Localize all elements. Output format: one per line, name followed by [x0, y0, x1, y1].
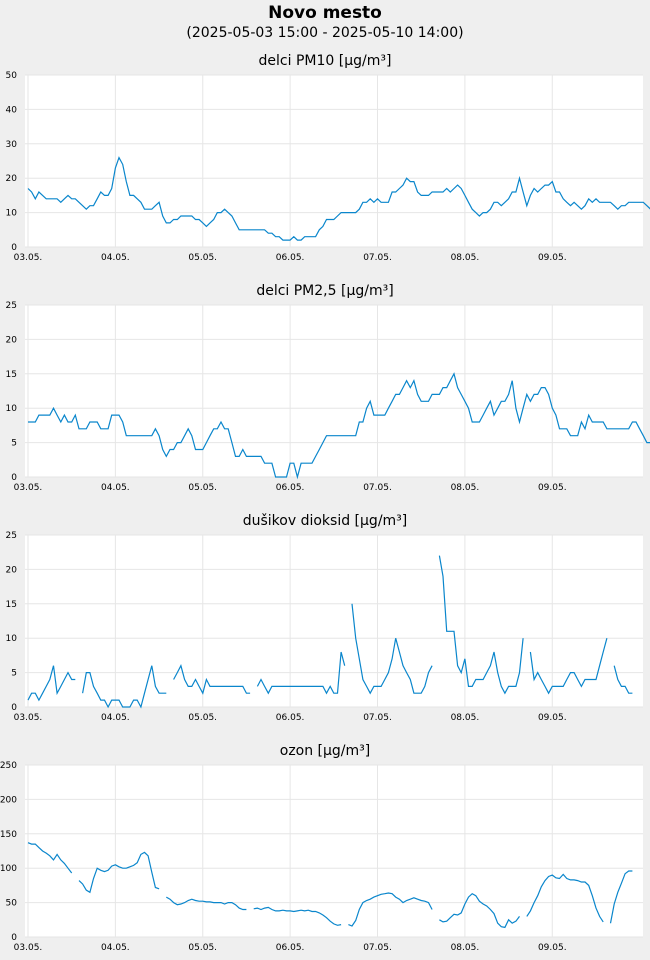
x-tick-label: 07.05.	[363, 943, 392, 953]
x-tick-label: 07.05.	[363, 713, 392, 723]
x-tick-label: 07.05.	[363, 483, 392, 493]
y-tick-label: 40	[6, 105, 18, 115]
y-tick-label: 15	[6, 600, 17, 610]
y-tick-label: 20	[6, 565, 18, 575]
series-line-1	[27, 842, 73, 874]
y-tick-label: 0	[11, 703, 17, 713]
series-line-1	[28, 372, 650, 480]
series-line-1	[27, 665, 76, 702]
chart-4: ozon [µg/m³] 0 50 100 150 200 250 03.05. 04.05. 0…	[0, 743, 643, 953]
y-tick-label: 10	[6, 209, 18, 219]
series-line-8	[613, 665, 633, 694]
y-tick-label: 0	[11, 473, 17, 483]
series-line-4	[253, 906, 342, 926]
y-tick-label: 20	[6, 174, 18, 184]
x-tick-label: 03.05.	[14, 253, 43, 263]
y-tick-label: 30	[6, 140, 18, 150]
plot-area	[25, 75, 643, 247]
y-tick-label: 250	[0, 761, 17, 771]
series-line-5	[348, 892, 433, 927]
x-tick-label: 05.05.	[188, 943, 217, 953]
y-tick-label: 5	[11, 439, 17, 449]
x-tick-label: 09.05.	[538, 943, 567, 953]
y-tick-label: 0	[11, 933, 17, 943]
x-tick-label: 08.05.	[451, 713, 480, 723]
series-line-6	[439, 892, 520, 929]
x-tick-label: 06.05.	[276, 943, 305, 953]
x-tick-label: 04.05.	[101, 943, 130, 953]
x-tick-label: 03.05.	[14, 483, 43, 493]
y-tick-label: 20	[6, 335, 18, 345]
x-tick-label: 05.05.	[188, 483, 217, 493]
x-tick-label: 04.05.	[101, 483, 130, 493]
y-tick-label: 200	[0, 795, 17, 805]
chart-title: delci PM2,5 [µg/m³]	[256, 283, 393, 299]
y-tick-label: 15	[6, 370, 17, 380]
page-subtitle: (2025-05-03 15:00 - 2025-05-10 14:00)	[186, 25, 464, 41]
series-line-6	[438, 555, 524, 695]
series-line-7	[529, 638, 608, 695]
x-tick-label: 08.05.	[451, 483, 480, 493]
x-tick-label: 09.05.	[538, 483, 567, 493]
series-line-2	[78, 851, 160, 894]
y-tick-label: 0	[11, 243, 17, 253]
y-tick-label: 150	[0, 830, 17, 840]
y-tick-label: 25	[6, 301, 17, 311]
y-tick-label: 25	[6, 531, 17, 541]
x-tick-label: 08.05.	[451, 253, 480, 263]
y-tick-label: 10	[6, 634, 18, 644]
y-tick-label: 5	[11, 669, 17, 679]
y-tick-label: 10	[6, 404, 18, 414]
series-line-1	[27, 156, 650, 241]
series-line-5	[351, 603, 433, 695]
series-line-7	[526, 873, 604, 923]
x-tick-label: 08.05.	[451, 943, 480, 953]
x-tick-label: 05.05.	[188, 253, 217, 263]
chart-3: dušikov dioksid [µg/m³] 0 5 10 15 20 25 03.05. 0…	[6, 513, 643, 723]
x-tick-label: 09.05.	[538, 713, 567, 723]
plot-area	[25, 535, 643, 707]
x-tick-label: 05.05.	[188, 713, 217, 723]
x-tick-label: 06.05.	[276, 713, 305, 723]
chart-title: ozon [µg/m³]	[280, 743, 371, 759]
y-tick-label: 50	[6, 899, 18, 909]
plot-area	[25, 765, 643, 937]
x-tick-label: 03.05.	[14, 713, 43, 723]
series-line-4	[256, 651, 346, 695]
chart-1: delci PM10 [µg/m³] 0 10 20 30 40 50 03.05. 04.05…	[6, 53, 650, 263]
series-line-3	[166, 896, 247, 911]
chart-title: dušikov dioksid [µg/m³]	[243, 513, 408, 529]
x-tick-label: 06.05.	[276, 253, 305, 263]
chart-title: delci PM10 [µg/m³]	[259, 53, 392, 69]
y-tick-label: 100	[0, 864, 17, 874]
x-tick-label: 04.05.	[101, 713, 130, 723]
series-line-8	[609, 870, 633, 924]
y-tick-label: 50	[6, 71, 18, 81]
x-tick-label: 06.05.	[276, 483, 305, 493]
page-title: Novo mesto	[268, 3, 382, 23]
series-line-2	[82, 665, 167, 709]
x-tick-label: 09.05.	[538, 253, 567, 263]
x-tick-label: 04.05.	[101, 253, 130, 263]
plot-area	[25, 305, 643, 477]
x-tick-label: 07.05.	[363, 253, 392, 263]
series-line-3	[173, 664, 251, 695]
x-tick-label: 03.05.	[14, 943, 43, 953]
chart-2: delci PM2,5 [µg/m³] 0 5 10 15 20 25 03.05. 04.05…	[6, 283, 650, 493]
